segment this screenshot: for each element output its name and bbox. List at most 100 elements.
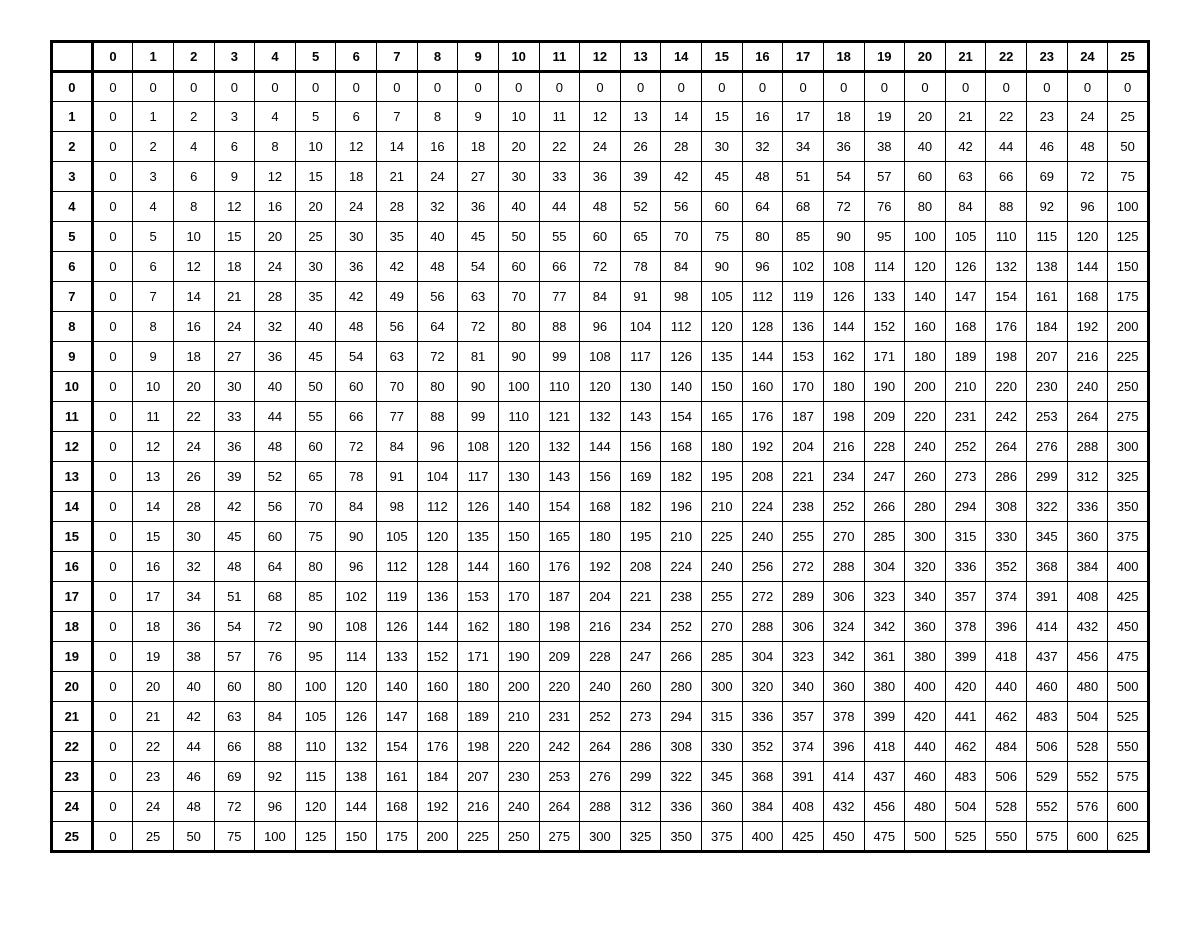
table-cell: 75 [702,222,743,252]
table-cell: 255 [702,582,743,612]
table-cell: 150 [1108,252,1149,282]
table-cell: 90 [702,252,743,282]
table-cell: 72 [1067,162,1108,192]
table-cell: 504 [1067,702,1108,732]
table-cell: 75 [214,822,255,852]
table-cell: 54 [214,612,255,642]
table-cell: 0 [702,72,743,102]
row-header: 16 [52,552,93,582]
row-header: 22 [52,732,93,762]
column-header: 14 [661,42,702,72]
table-cell: 36 [336,252,377,282]
table-cell: 176 [417,732,458,762]
table-cell: 325 [1108,462,1149,492]
table-cell: 4 [255,102,296,132]
table-cell: 110 [539,372,580,402]
table-cell: 600 [1067,822,1108,852]
table-cell: 14 [133,492,174,522]
column-header: 4 [255,42,296,72]
table-cell: 272 [742,582,783,612]
table-cell: 200 [498,672,539,702]
table-cell: 437 [864,762,905,792]
table-cell: 240 [905,432,946,462]
table-cell: 40 [173,672,214,702]
table-cell: 63 [214,702,255,732]
table-cell: 264 [580,732,621,762]
table-cell: 70 [661,222,702,252]
table-cell: 54 [336,342,377,372]
row-header: 0 [52,72,93,102]
table-cell: 60 [255,522,296,552]
table-cell: 160 [742,372,783,402]
table-cell: 336 [661,792,702,822]
table-cell: 84 [661,252,702,282]
table-cell: 99 [539,342,580,372]
table-cell: 0 [92,762,133,792]
table-cell: 350 [1108,492,1149,522]
table-cell: 10 [295,132,336,162]
table-cell: 28 [173,492,214,522]
table-cell: 52 [255,462,296,492]
table-cell: 0 [1108,72,1149,102]
table-cell: 144 [417,612,458,642]
table-cell: 550 [986,822,1027,852]
table-cell: 76 [864,192,905,222]
table-cell: 375 [1108,522,1149,552]
table-cell: 192 [742,432,783,462]
table-cell: 0 [92,402,133,432]
table-cell: 140 [498,492,539,522]
table-cell: 0 [214,72,255,102]
table-cell: 0 [92,102,133,132]
table-cell: 130 [620,372,661,402]
table-cell: 9 [214,162,255,192]
table-cell: 114 [336,642,377,672]
table-cell: 66 [214,732,255,762]
table-cell: 72 [823,192,864,222]
table-cell: 40 [417,222,458,252]
table-row: 6061218243036424854606672788490961021081… [52,252,1149,282]
table-cell: 14 [661,102,702,132]
table-cell: 80 [255,672,296,702]
table-cell: 0 [92,192,133,222]
table-cell: 154 [661,402,702,432]
table-cell: 408 [783,792,824,822]
table-cell: 475 [1108,642,1149,672]
table-cell: 7 [377,102,418,132]
table-cell: 12 [214,192,255,222]
table-cell: 195 [702,462,743,492]
table-cell: 27 [214,342,255,372]
table-cell: 437 [1027,642,1068,672]
table-row: 2402448729612014416819221624026428831233… [52,792,1149,822]
table-cell: 42 [214,492,255,522]
table-cell: 44 [255,402,296,432]
table-cell: 2 [173,102,214,132]
table-cell: 72 [458,312,499,342]
table-cell: 276 [580,762,621,792]
table-cell: 0 [620,72,661,102]
table-cell: 126 [377,612,418,642]
table-cell: 2 [133,132,174,162]
table-cell: 272 [783,552,824,582]
table-cell: 361 [864,642,905,672]
table-cell: 192 [417,792,458,822]
table-cell: 225 [458,822,499,852]
table-cell: 25 [133,822,174,852]
table-cell: 294 [661,702,702,732]
table-cell: 224 [742,492,783,522]
table-cell: 63 [377,342,418,372]
table-cell: 460 [905,762,946,792]
table-cell: 264 [986,432,1027,462]
table-cell: 21 [945,102,986,132]
table-cell: 24 [580,132,621,162]
table-cell: 0 [580,72,621,102]
row-header: 3 [52,162,93,192]
table-cell: 23 [1027,102,1068,132]
table-cell: 128 [742,312,783,342]
table-row: 2502550751001251501752002252502753003253… [52,822,1149,852]
table-cell: 312 [1067,462,1108,492]
row-header: 5 [52,222,93,252]
table-cell: 198 [539,612,580,642]
table-cell: 76 [255,642,296,672]
table-cell: 46 [173,762,214,792]
row-header: 15 [52,522,93,552]
